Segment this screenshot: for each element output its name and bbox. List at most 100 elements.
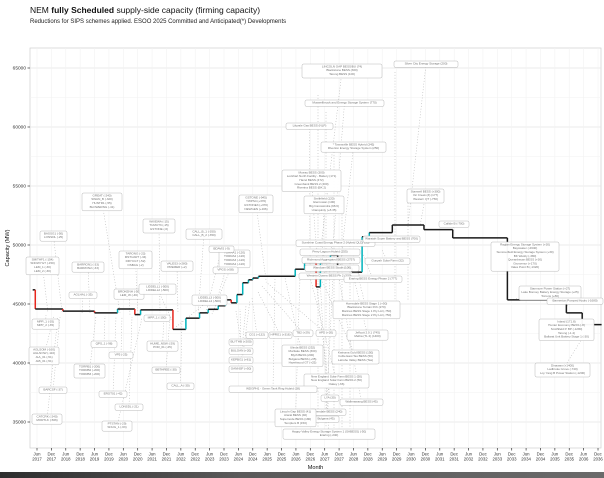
annotation-box: LINCOLN GAP BESS/BU (74) Blackstone BESS … xyxy=(301,63,383,79)
annotation-box: CG1 (+132) xyxy=(245,331,269,339)
annotation-label: Brendale BESS (240) xyxy=(314,409,343,413)
annotation-box: Bulgana (45) xyxy=(312,415,340,423)
annotation-box: Island (171.8) Hunter Economy BESS (-8) Sm… xyxy=(538,318,595,341)
annotation-label: GSTONE (-945) YWPS4 (+370) GSTONE3 (+370) N… xyxy=(244,195,268,210)
annotation-label: SMITHF1 (-154) SNOWYGT (-150) LEM_1 (-30) L… xyxy=(30,257,54,272)
x-tick-label: Dec 2025 xyxy=(277,452,287,462)
annotation-label: VP5 (-25) xyxy=(115,352,128,356)
x-tick-label: Jun 2033 xyxy=(493,452,503,462)
annotation-box: Happy Valley Energy Storage System 1 (SA… xyxy=(282,428,376,440)
y-tick-label: 40000 xyxy=(13,361,27,367)
annotation-box: TB2 (+29) xyxy=(292,329,314,337)
annotation-box: Dinawan (+1400) Ladbroke Grove (-740) Loy … xyxy=(534,362,591,378)
annotation-box: VP5 (-25) xyxy=(108,351,134,359)
x-tick-label: Dec 2023 xyxy=(219,452,229,462)
annotation-box: Lilyvale Gas BESS (NLP) xyxy=(285,122,334,130)
annotation-label: MPP_1 (-150) xyxy=(148,315,167,319)
x-tick-label: Dec 2029 xyxy=(392,452,402,462)
x-tick-label: Dec 2030 xyxy=(421,452,431,462)
annotation-label: BROKENH (-50) LEM_W (-46) xyxy=(118,289,140,297)
annotation-label: VALES3 (+280) PREMER (+2) xyxy=(167,261,188,269)
annotation-label: LIDDELL1 (-500) LIDDELL2 (-500) xyxy=(146,284,169,292)
annotation-box: APD (+20) xyxy=(315,329,337,337)
x-tick-label: Jun 2031 xyxy=(435,452,445,462)
annotation-box: Kwinana Gold BESS (150) Collie East Tas B… xyxy=(331,349,380,365)
annotation-box: CALL_A (-30) xyxy=(166,382,195,390)
annotation-label: BARCSF (-37) xyxy=(43,387,62,391)
annotation-label: WKIEWA (-15) TUMUT3 (-15) GSTONE (-6) xyxy=(149,219,168,231)
y-tick-label: 60000 xyxy=(13,125,27,131)
annotation-box: Waratah Super Battery and BESS (700) xyxy=(362,235,421,243)
annotation-label: CALL_B_1 (-350) CALL_B_2 (-350) xyxy=(192,229,215,237)
annotation-label: Western Downs BESS Ph 2 (270) xyxy=(307,273,352,277)
annotation-label: GANNSF (+50) xyxy=(231,366,251,370)
annotation-box: MPP_1 (-35) MPP_2 (-35) xyxy=(31,318,60,330)
annotation-box: Smithfield (120) Glenrowan (100) Big Canow… xyxy=(303,195,345,215)
annotation-label: LONSDL (-21) xyxy=(119,404,138,408)
annotation-box: TORRB1 (-200) TORRB2 (-200) TORRB3 (-200) xyxy=(73,363,106,379)
annotation-box: KEPBG1 (+81) xyxy=(228,356,254,364)
x-tick-label: Jun 2026 xyxy=(291,452,301,462)
annotation-box: WDGPH1 - Green Tank Ring Hybrid (38) xyxy=(228,385,318,393)
annotation-label: LYA (30) xyxy=(324,395,335,399)
annotation-label: QPS_1 (-98) xyxy=(96,341,113,345)
x-tick-label: Dec 2024 xyxy=(248,452,258,462)
y-tick-label: 35000 xyxy=(13,420,27,426)
annotation-label: Silver City Energy Storage (200) xyxy=(405,61,448,65)
annotation-label: MPP_1 (-35) MPP_2 (-35) xyxy=(37,319,54,327)
annotation-label: TB2 (+29) xyxy=(296,330,309,334)
annotation-label: Muswellbrook and Energy Storage System (… xyxy=(312,100,376,104)
annotation-box: LONSDL (-21) xyxy=(114,403,144,411)
x-axis-title: Month xyxy=(308,465,324,471)
annotation-label: Richmond Aggregated BESS (2757) xyxy=(307,257,355,261)
annotation-box: BLYTHB (+200) xyxy=(228,338,254,346)
x-tick-label: Dec 2017 xyxy=(47,452,57,462)
annotation-label: BULGAN (+20) xyxy=(231,348,251,352)
annotation-label: HPRG1 (+316) xyxy=(271,332,291,336)
x-tick-label: Jun 2034 xyxy=(521,452,531,462)
annotation-box: CATCRK (-240) MORTLK (-566) xyxy=(31,413,63,425)
x-tick-label: Dec 2032 xyxy=(478,452,488,462)
annotation-box: Sunshine Coast Energy Phase 2 (Hybrid QL… xyxy=(295,239,376,247)
annotation-label: TORRB1 (-200) TORRB2 (-200) TORRB3 (-200) xyxy=(79,364,100,376)
annotation-box: LIDDELL1 (-500) LIDDELL2 (-500) xyxy=(138,283,177,295)
annotation-box: Stanmore Power Station (+27) Lake Bonney … xyxy=(518,285,582,301)
chart-subtitle: Reductions for SIPS schemes applied. ESO… xyxy=(30,19,287,25)
annotation-label: Wandoan BESS South (100) xyxy=(313,265,351,269)
chart-title: NEM fully Scheduled supply-side capacity… xyxy=(30,5,260,15)
annotation-box: Wandoan BESS South (100) xyxy=(304,264,360,272)
annotation-label: BARRON1 (-33) BARRON2 (-33) xyxy=(77,262,99,270)
annotation-label: Hornsdale BESS Stage 1 (+50) Blackstone T… xyxy=(342,301,392,316)
annotation-box: Murray BESS (300) Lockhart North Facility… xyxy=(281,169,342,192)
annotation-box: TARONG (-23) MSTUART (-34) DRYCGT (-52) OSB… xyxy=(118,250,153,270)
x-tick-label: Jun 2017 xyxy=(32,452,42,462)
annotation-box: AGLSOM (-160) AGLNOW (-110) JLA_01 (-51) JL… xyxy=(28,346,60,366)
annotation-label: Bulgana (45) xyxy=(317,416,334,420)
annotation-label: Raglan Energy Storage System (+30) Bayswa… xyxy=(496,242,553,269)
annotation-label: Happy Valley Energy Storage System 1 (SA… xyxy=(292,429,366,437)
annotation-label: Ulinda BESS (252) Mortlake BESS (300) Blyt… xyxy=(288,345,316,364)
window-bottom-edge xyxy=(0,472,604,478)
annotation-label: Island (171.8) Hunter Economy BESS (-8) Sm… xyxy=(544,319,589,338)
x-tick-label: Dec 2034 xyxy=(536,452,546,462)
x-tick-label: Jun 2019 xyxy=(90,452,100,462)
annotation-box: VPGS (+58) xyxy=(212,266,239,274)
annotation-box: Lincoln Gap BESS (41) Ararat BESS (40) Sup… xyxy=(274,408,317,428)
x-tick-label: Jun 2020 xyxy=(119,452,129,462)
annotation-label: AGLSOM (-160) AGLNOW (-110) JLA_01 (-51) JL… xyxy=(33,347,55,362)
annotation-label: TARONG (-23) MSTUART (-34) DRYCGT (-52) OSB… xyxy=(125,251,147,266)
annotation-box: BARRON1 (-33) BARRON2 (-33) xyxy=(71,261,105,273)
annotation-label: Lilyvale Gas BESS (NLP) xyxy=(293,123,327,127)
annotation-box: Callide B (-700) xyxy=(438,220,470,228)
x-tick-label: Jun 2021 xyxy=(147,452,157,462)
annotation-box: Bannerton Pumped Hydro (-1680) xyxy=(546,297,604,305)
x-tick-label: Jun 2032 xyxy=(464,452,474,462)
annotation-label: PTSTAN (-29) SNUG_1 (-63) xyxy=(107,421,126,429)
annotation-label: New England Solar Farm BESS 1 (50) New En… xyxy=(311,374,362,386)
annotation-label: VPGS (+58) xyxy=(217,267,233,271)
annotation-label: Callide B (-700) xyxy=(444,221,465,225)
annotation-box: CALL_B_1 (-350) CALL_B_2 (-350) xyxy=(185,228,223,240)
annotation-box: HPRG1 (+316) xyxy=(268,331,293,339)
